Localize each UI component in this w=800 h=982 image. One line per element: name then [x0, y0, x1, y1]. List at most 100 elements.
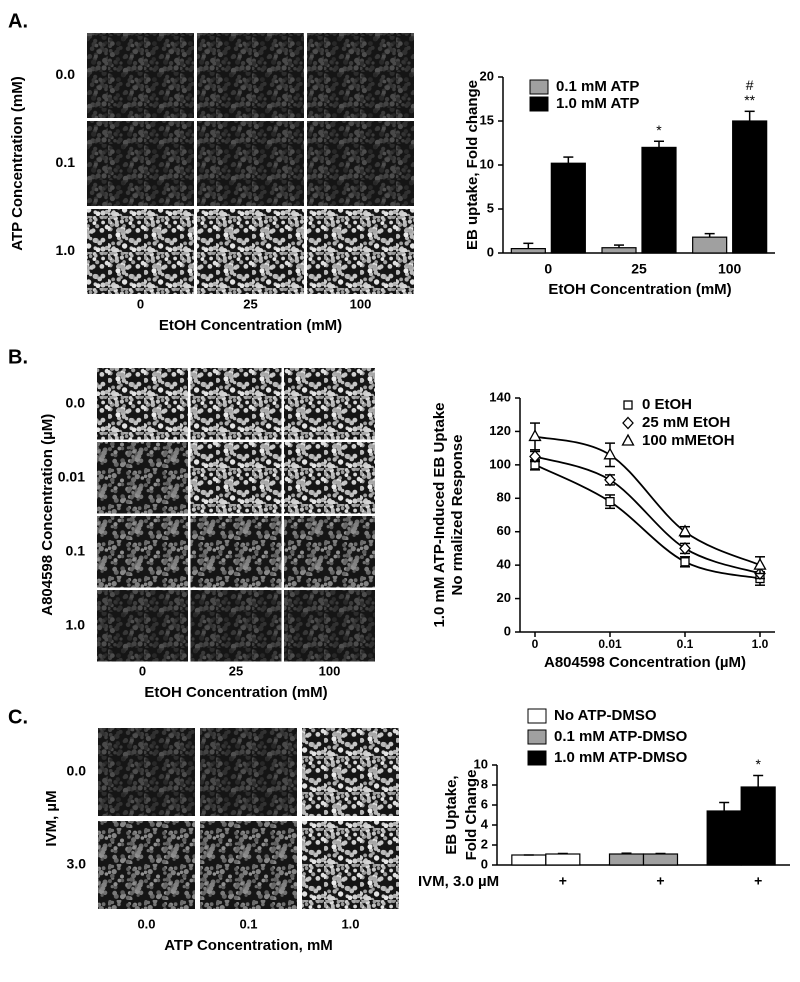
legend-label: 25 mM EtOH	[642, 414, 730, 431]
y-tick-label: 0	[487, 244, 494, 259]
bar	[740, 786, 776, 866]
legend-swatch	[527, 729, 547, 745]
annotation: *	[656, 122, 662, 138]
micrograph	[302, 821, 399, 909]
x-tick-label: +	[656, 873, 664, 889]
micrograph	[97, 368, 188, 440]
point	[680, 557, 690, 567]
legend-marker	[621, 433, 635, 446]
error-bar	[621, 852, 632, 854]
error-bar	[704, 232, 715, 238]
legend-label: 1.0 mM ATP	[556, 95, 639, 112]
col-label: 100	[319, 663, 341, 678]
micrograph	[98, 821, 195, 909]
point	[528, 429, 542, 442]
legend-label: 0.1 mM ATP-DMSO	[554, 728, 688, 745]
col-label: 0.0	[137, 916, 155, 931]
bar	[545, 853, 581, 866]
legend-label: No ATP-DMSO	[554, 707, 657, 724]
legend-marker	[623, 400, 633, 410]
x-axis-label: A804598 Concentration (µM)	[544, 654, 746, 671]
x-tick-label: +	[559, 873, 567, 889]
y-tick-label: 2	[481, 836, 488, 851]
y-tick-label: 5	[487, 200, 494, 215]
legend-label: 0.1 mM ATP	[556, 78, 639, 95]
micrograph	[284, 368, 375, 440]
annotation: #	[746, 77, 754, 93]
y-tick-label: 20	[480, 68, 494, 83]
micrograph	[190, 590, 282, 662]
row-label: 0.1	[56, 154, 76, 170]
micrograph	[302, 728, 399, 816]
point	[605, 496, 615, 507]
micrograph	[97, 516, 188, 588]
micrograph	[197, 121, 304, 206]
col-title: EtOH Concentration (mM)	[159, 317, 342, 334]
micrograph	[200, 821, 297, 909]
row-label: 0.0	[67, 763, 87, 779]
col-label: 0	[139, 663, 146, 678]
annotation: *	[755, 756, 761, 772]
bar	[550, 162, 586, 254]
legend-label: 1.0 mM ATP-DMSO	[554, 749, 688, 766]
error-bar	[557, 852, 568, 855]
y-tick-label: 0	[481, 856, 488, 871]
y-tick-label: 140	[489, 389, 511, 404]
micrograph	[190, 516, 282, 588]
x-tick-label: 100	[718, 261, 742, 277]
row-label: 0.1	[66, 542, 86, 558]
micrograph	[200, 728, 297, 816]
x-tick-label: 0.01	[598, 637, 622, 651]
point	[753, 557, 767, 570]
col-title: EtOH Concentration (mM)	[144, 684, 327, 701]
bar	[732, 120, 768, 254]
y-axis-label: Fold Change	[463, 770, 480, 861]
y-tick-label: 15	[480, 112, 494, 127]
legend-marker	[622, 416, 634, 430]
y-tick-label: 10	[480, 156, 494, 171]
y-tick-label: 40	[497, 557, 511, 572]
bar	[642, 853, 679, 866]
micrograph	[307, 121, 414, 206]
error-bar	[753, 774, 764, 787]
legend-swatch	[527, 708, 547, 724]
row-label: 0.01	[58, 468, 85, 484]
panel-letter: B.	[8, 346, 28, 368]
micrograph	[190, 442, 282, 514]
bar	[706, 810, 742, 866]
micrograph	[284, 590, 375, 662]
point	[679, 541, 691, 555]
x-tick-label: 25	[631, 261, 647, 277]
y-axis-label: EB uptake, Fold change	[464, 80, 481, 250]
bar	[692, 236, 728, 254]
y-tick-label: 10	[474, 756, 488, 771]
y-axis-label: EB Uptake,	[443, 775, 460, 854]
point	[529, 450, 541, 463]
bar	[608, 853, 645, 866]
bar	[601, 247, 637, 254]
micrograph	[97, 590, 188, 662]
col-label: 1.0	[341, 916, 359, 931]
col-label: 0	[137, 296, 144, 311]
micrograph	[197, 33, 304, 118]
col-label: 25	[229, 663, 243, 678]
y-tick-label: 8	[481, 776, 488, 791]
legend-label: 100 mMEtOH	[642, 432, 735, 449]
bar	[511, 854, 547, 866]
y-tick-label: 120	[489, 423, 511, 438]
y-tick-label: 6	[481, 796, 488, 811]
micrograph	[190, 368, 282, 440]
point	[603, 447, 617, 460]
row-title: ATP Concentration (mM)	[9, 76, 26, 250]
fit-curve	[534, 455, 761, 575]
micrograph	[87, 33, 194, 118]
micrograph	[87, 209, 194, 294]
annotation: **	[744, 92, 755, 108]
point	[678, 524, 692, 537]
error-bar	[655, 852, 666, 855]
x-tick-label: +	[754, 873, 762, 889]
legend-label: 0 EtOH	[642, 396, 692, 413]
row-label: 1.0	[66, 616, 86, 632]
point	[604, 473, 616, 487]
